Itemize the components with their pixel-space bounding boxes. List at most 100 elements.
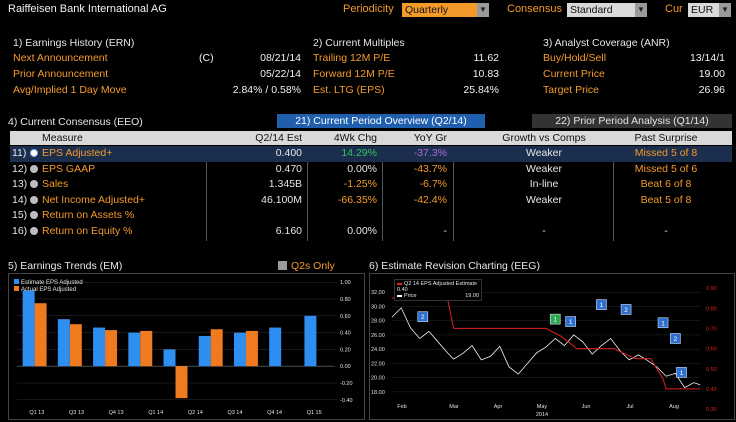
x-tick-label: Mar [449,404,459,410]
currency-value: EUR [691,4,714,16]
bar-actual [210,329,223,367]
divider [307,146,308,241]
legend-swatch-estimate [397,282,402,285]
consensus-table: 11) EPS Adjusted+ 0.400 14.29% -37.3% We… [10,146,732,241]
table-row[interactable]: 11) EPS Adjusted+ 0.400 14.29% -37.3% We… [10,146,732,162]
growth-value: Weaker [526,162,562,175]
radio[interactable] [30,162,38,178]
tab-prior-period[interactable]: 22) Prior Period Analysis (Q1/14) [532,114,732,128]
surprise-value: - [664,224,668,237]
revision-marker [565,316,576,327]
cm-label-0: Trailing 12M P/E [313,52,391,64]
bar-estimate [233,332,246,367]
ac-value-0: 13/14/1 [689,52,725,64]
current-multiples-title[interactable]: 2) Current Multiples [313,37,405,49]
estimate-revision-title[interactable]: 6) Estimate Revision Charting (EEG) [369,260,540,272]
bar-estimate [304,315,317,367]
bar-estimate [128,332,141,367]
cm-label-1: Forward 12M P/E [313,68,395,80]
cm-value-1: 10.83 [472,68,499,80]
est-value: 6.160 [275,224,302,237]
consensus-label: Consensus [507,3,563,15]
x-tick-label: Q1 15 [307,410,322,416]
analyst-coverage-title[interactable]: 3) Analyst Coverage (ANR) [543,37,670,49]
ac-label-0: Buy/Hold/Sell [543,52,607,64]
bar-estimate [57,319,70,367]
earnings-trends-title[interactable]: 5) Earnings Trends (EM) [8,260,123,272]
y-right-tick-label: 0.80 [706,306,717,312]
yoy-value: -37.3% [413,147,447,159]
table-row[interactable]: 14) Net Income Adjusted+ 46.100M -66.35%… [10,193,732,209]
measure-name: EPS GAAP [42,162,96,175]
divider [453,146,454,241]
consensus-value: Standard [570,4,613,16]
revision-marker [417,311,429,323]
chevron-down-icon: ▼ [719,3,731,17]
earnings-trends-chart: 1.00 0.80 0.60 0.40 0.20 0.00 -0.20 -0.40 Q1 13 Q… [8,273,365,420]
security-title: Raiffeisen Bank International AG [8,3,167,15]
x-tick-label: Feb [397,404,406,410]
bar-actual [34,303,47,367]
consensus-dropdown[interactable]: Standard ▼ [567,3,647,17]
periodicity-dropdown[interactable]: Quarterly ▼ [402,3,489,17]
x-tick-label: Aug [669,404,679,410]
line-legend: Q2 14 EPS Adjusted Estimate 0.40 Price 1… [394,279,482,301]
cm-label-2: Est. LTG (EPS) [313,84,385,96]
revision-marker-label: 1 [569,319,573,326]
eh-flag-0: (C) [199,52,214,64]
bar-estimate [163,349,176,367]
ac-value-1: 19.00 [698,68,725,80]
legend-estimate-line: Q2 14 EPS Adjusted Estimate 0.40 [397,281,478,293]
col-yoy: YoY Gr [413,132,447,144]
estimate-line-chart: 32.00 30.00 28.00 26.00 24.00 22.00 20.00 18.00… [371,286,717,418]
measure-name: Net Income Adjusted+ [42,193,146,206]
radio[interactable] [30,193,38,209]
q2s-only-checkbox[interactable] [278,261,287,270]
eh-label-2: Avg/Implied 1 Day Move [13,84,127,96]
col-surprise: Past Surprise [634,132,698,144]
y-left-tick-label: 30.00 [371,304,385,310]
currency-dropdown[interactable]: EUR ▼ [688,3,731,17]
surprise-value: Beat 5 of 8 [640,193,692,206]
earnings-history-title[interactable]: 1) Earnings History (ERN) [13,37,135,49]
table-row[interactable]: 16) Return on Equity % 6.160 0.00% - - - [10,224,732,240]
y-left-tick-label: 26.00 [371,333,385,339]
consensus-title[interactable]: 4) Current Consensus (EEO) [8,116,143,128]
price-line [391,307,701,389]
x-tick-label: Q1 14 [148,410,163,416]
radio-selected[interactable] [30,146,38,162]
y-left-tick-label: 32.00 [371,290,385,296]
y-tick-label: 0.80 [340,297,351,303]
table-row[interactable]: 13) Sales 1.345B -1.25% -6.7% In-line Be… [10,177,732,193]
eh-label-0: Next Announcement [13,52,108,64]
radio[interactable] [30,224,38,240]
col-measure: Measure [42,132,83,144]
radio[interactable] [30,177,38,193]
yoy-value: -42.4% [413,193,447,206]
revision-marker-label: 2 [624,307,628,314]
growth-value: In-line [529,178,559,190]
row-num: 12) [12,162,28,175]
y-left-tick-label: 22.00 [371,361,385,367]
table-row[interactable]: 15) Return on Assets % [10,208,732,224]
x-tick-label: May [537,404,548,410]
surprise-value: Missed 5 of 6 [634,162,698,175]
revision-marker [596,299,607,310]
surprise-value: Beat 6 of 8 [640,178,692,190]
revision-marker-label: 2 [421,314,425,321]
chg-value: 14.29% [341,147,377,159]
radio[interactable] [30,208,38,224]
y-right-tick-label: 0.60 [706,347,717,353]
col-est: Q2/14 Est [255,132,302,144]
eh-label-1: Prior Announcement [13,68,109,80]
row-num: 11) [12,147,27,159]
legend-estimate: Estimate EPS Adjusted [14,279,83,286]
y-left-tick-label: 28.00 [371,319,385,325]
legend-actual: Actual EPS Adjusted [14,286,83,293]
table-row[interactable]: 12) EPS GAAP 0.470 0.00% -43.7% Weaker M… [10,162,732,178]
revision-marker-label: 1 [553,317,557,324]
tab-current-period[interactable]: 21) Current Period Overview (Q2/14) [277,114,485,128]
y-tick-label: 0.00 [340,364,351,370]
revision-marker [549,313,561,325]
consensus-table-header: Measure Q2/14 Est 4Wk Chg YoY Gr Growth … [10,131,732,145]
